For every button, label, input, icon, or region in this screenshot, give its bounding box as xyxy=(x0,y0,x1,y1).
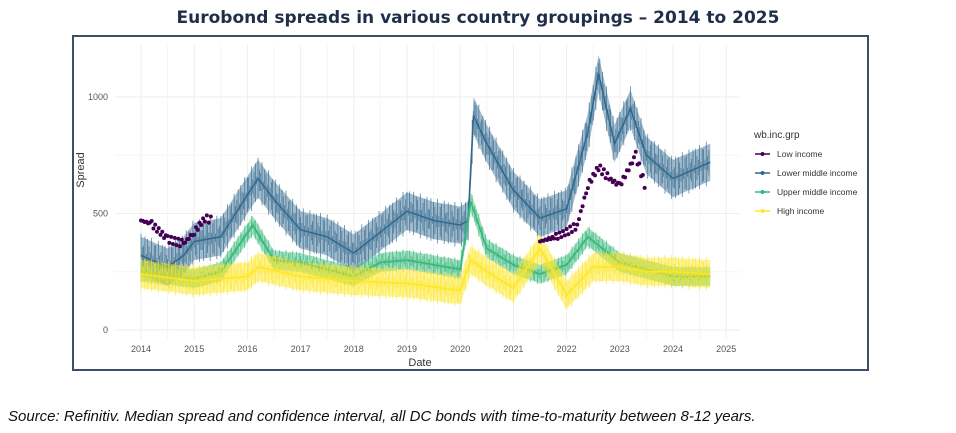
series-point-0 xyxy=(169,234,174,239)
series-point-0 xyxy=(631,155,636,160)
series-point-0 xyxy=(206,220,211,225)
y-tick-label: 0 xyxy=(103,325,108,335)
series-point-0 xyxy=(578,209,583,214)
series-point-0 xyxy=(199,223,204,228)
y-tick-label: 500 xyxy=(93,209,108,219)
x-tick-label: 2019 xyxy=(397,344,417,354)
series-point-0 xyxy=(158,232,163,237)
chart-frame xyxy=(72,35,869,371)
series-point-0 xyxy=(626,168,631,173)
series-point-0 xyxy=(179,237,184,242)
x-tick-label: 2022 xyxy=(557,344,577,354)
series-point-0 xyxy=(201,216,206,221)
series-point-0 xyxy=(204,213,209,218)
chart-title: Eurobond spreads in various country grou… xyxy=(176,8,780,28)
x-axis-label: Date xyxy=(408,357,431,369)
series-point-0 xyxy=(167,240,172,245)
legend-key-point xyxy=(760,152,765,156)
series-point-0 xyxy=(562,233,567,238)
series-point-0 xyxy=(561,229,566,234)
x-tick-label: 2017 xyxy=(291,344,311,354)
series-point-0 xyxy=(192,232,197,237)
series-point-0 xyxy=(568,224,573,229)
series-point-0 xyxy=(592,173,597,178)
series-point-0 xyxy=(571,222,576,227)
series-point-0 xyxy=(165,233,170,238)
series-point-0 xyxy=(569,229,574,234)
series-point-0 xyxy=(183,240,188,245)
series-point-0 xyxy=(580,204,585,209)
series-point-0 xyxy=(630,161,635,166)
series-point-0 xyxy=(637,161,642,166)
series-point-0 xyxy=(153,222,158,227)
series-point-0 xyxy=(156,226,161,231)
series-point-0 xyxy=(589,179,594,184)
series-point-0 xyxy=(170,242,175,247)
x-tick-label: 2020 xyxy=(450,344,470,354)
series-point-0 xyxy=(612,178,617,183)
series-point-0 xyxy=(559,235,564,240)
x-tick-label: 2025 xyxy=(716,344,736,354)
series-point-0 xyxy=(174,243,179,248)
y-tick-label: 1000 xyxy=(88,92,108,102)
series-point-0 xyxy=(598,163,603,168)
series-point-0 xyxy=(619,182,624,187)
series-point-0 xyxy=(557,230,562,235)
y-axis-label: Spread xyxy=(75,152,87,187)
series-point-0 xyxy=(633,149,638,154)
series-point-0 xyxy=(623,175,628,180)
x-tick-label: 2024 xyxy=(663,344,683,354)
series-point-0 xyxy=(584,191,589,196)
legend-title: wb.inc.grp xyxy=(753,130,800,141)
series-point-0 xyxy=(566,232,571,237)
series-point-0 xyxy=(552,236,557,241)
series-point-0 xyxy=(564,226,569,231)
series-point-0 xyxy=(195,227,200,232)
series-line-2 xyxy=(140,201,711,280)
series-point-0 xyxy=(202,219,207,224)
legend-key-point xyxy=(760,171,765,175)
legend-label: High income xyxy=(777,206,825,216)
series-point-0 xyxy=(582,195,587,200)
series-point-0 xyxy=(603,176,608,181)
series-point-0 xyxy=(640,173,645,178)
series-band-1 xyxy=(141,55,711,286)
legend-label: Low income xyxy=(777,149,823,159)
series-point-0 xyxy=(642,185,647,190)
series-point-0 xyxy=(585,186,590,191)
x-tick-label: 2015 xyxy=(184,344,204,354)
x-tick-label: 2023 xyxy=(610,344,630,354)
series-point-0 xyxy=(555,236,560,241)
series-point-0 xyxy=(553,231,558,236)
x-tick-label: 2021 xyxy=(503,344,523,354)
series-point-0 xyxy=(186,236,191,241)
series-point-0 xyxy=(208,214,213,219)
series-point-0 xyxy=(573,227,578,232)
series-point-0 xyxy=(577,217,582,222)
series-point-0 xyxy=(176,236,181,241)
x-tick-label: 2018 xyxy=(344,344,364,354)
series-point-0 xyxy=(596,168,601,173)
series-point-0 xyxy=(151,226,156,231)
series-line-3 xyxy=(140,247,711,297)
source-note: Source: Refinitiv. Median spread and con… xyxy=(8,408,756,425)
series-point-0 xyxy=(160,229,165,234)
series-point-0 xyxy=(178,244,183,249)
series-point-0 xyxy=(149,219,154,224)
series-point-0 xyxy=(600,172,605,177)
legend-label: Upper middle income xyxy=(777,187,858,197)
x-tick-label: 2016 xyxy=(237,344,257,354)
series-point-0 xyxy=(608,176,613,181)
series-point-0 xyxy=(605,171,610,176)
legend-key-point xyxy=(760,190,765,194)
series-point-0 xyxy=(154,229,159,234)
series-line-1 xyxy=(140,73,711,268)
x-tick-label: 2014 xyxy=(131,344,151,354)
series-point-0 xyxy=(575,222,580,227)
legend-key-point xyxy=(760,209,765,213)
legend-label: Lower middle income xyxy=(777,168,858,178)
series-point-0 xyxy=(601,167,606,172)
series-point-0 xyxy=(172,235,177,240)
